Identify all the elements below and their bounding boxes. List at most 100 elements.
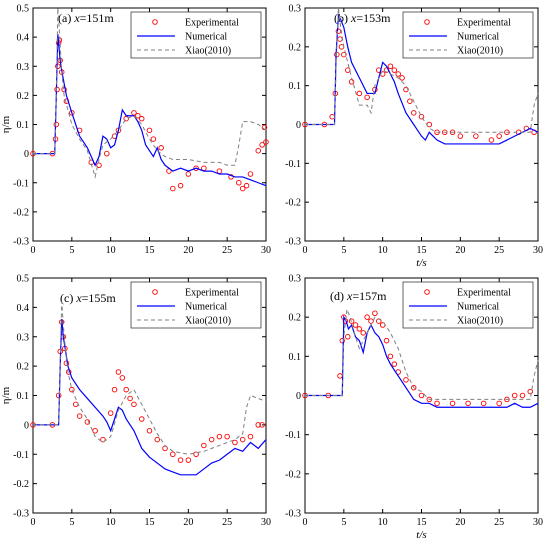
experimental-point — [344, 334, 351, 340]
y-tick-label: 0 — [24, 149, 29, 160]
xiao-line — [305, 309, 539, 400]
experimental-point — [337, 36, 343, 42]
experimental-point — [356, 326, 363, 332]
experimental-point — [216, 168, 223, 174]
legend-label: Xiao(2010) — [457, 46, 503, 57]
experimental-point — [339, 337, 346, 344]
x-tick-label: 0 — [303, 517, 308, 528]
experimental-point — [247, 433, 254, 440]
x-tick-label: 10 — [106, 517, 116, 528]
y-tick-label: 0.2 — [17, 362, 30, 373]
experimental-point — [239, 436, 246, 443]
experimental-point — [239, 185, 246, 192]
experimental-series — [30, 37, 269, 192]
experimental-point — [255, 422, 261, 428]
y-tick-label: -0.1 — [285, 159, 301, 170]
y-tick-label: 0.4 — [17, 33, 30, 44]
experimental-point — [119, 375, 126, 381]
experimental-point — [84, 419, 91, 425]
experimental-point — [115, 369, 122, 375]
y-tick-label: -0.3 — [285, 237, 301, 248]
experimental-point — [449, 129, 456, 136]
experimental-point — [232, 439, 238, 446]
experimental-point — [216, 433, 223, 440]
experimental-point — [61, 86, 67, 93]
legend-label: Numerical — [185, 32, 227, 43]
experimental-point — [360, 330, 367, 336]
legend-label: Experimental — [185, 288, 239, 299]
y-tick-label: 0 — [296, 120, 301, 131]
chart-panel-0: 0 5 10 15 20 25 30 -0.3 -0.2 -0.1 0 0.1 0.2 0.3 0.4 0.5… — [0, 4, 271, 257]
x-tick-label: 15 — [145, 517, 155, 528]
y-tick-label: 0 — [24, 420, 29, 431]
experimental-point — [391, 361, 398, 367]
y-tick-label: 0.2 — [289, 42, 302, 53]
experimental-point — [107, 410, 114, 416]
y-tick-label: 0.4 — [17, 303, 30, 314]
x-axis-label: t/s — [416, 257, 426, 269]
experimental-point — [511, 392, 518, 399]
experimental-point — [201, 442, 207, 449]
experimental-point — [391, 67, 398, 73]
x-tick-label: 15 — [145, 245, 155, 256]
experimental-point — [170, 451, 176, 458]
experimental-point — [364, 314, 370, 320]
experimental-point — [344, 67, 351, 73]
xiao-line — [305, 7, 539, 133]
experimental-point — [146, 428, 153, 434]
y-tick-label: 0.1 — [289, 81, 302, 92]
experimental-point — [372, 310, 378, 317]
x-tick-label: 5 — [69, 517, 74, 528]
experimental-point — [395, 71, 401, 77]
x-tick-label: 25 — [494, 517, 504, 528]
experimental-point — [55, 392, 62, 399]
experimental-point — [263, 139, 269, 145]
y-tick-label: -0.1 — [13, 450, 29, 461]
legend-label: Experimental — [185, 18, 239, 29]
experimental-point — [193, 451, 199, 458]
legend: Experimental Numerical Xiao(2010) — [402, 11, 534, 59]
xiao-line — [33, 301, 267, 455]
experimental-point — [465, 400, 471, 407]
experimental-point — [76, 413, 83, 419]
experimental-point — [335, 28, 342, 35]
y-tick-label: 0.1 — [17, 391, 30, 402]
experimental-point — [63, 360, 70, 366]
legend: Experimental Numerical Xiao(2010) — [402, 281, 534, 329]
experimental-point — [111, 386, 118, 393]
experimental-point — [356, 90, 363, 97]
experimental-point — [387, 353, 394, 360]
x-tick-label: 30 — [533, 517, 543, 528]
y-tick-label: -0.2 — [13, 207, 29, 218]
legend-label: Xiao(2010) — [185, 316, 231, 327]
experimental-point — [407, 98, 413, 104]
experimental-point — [329, 113, 335, 120]
experimental-point — [496, 400, 502, 407]
experimental-point — [185, 457, 192, 463]
experimental-point — [170, 185, 176, 192]
experimental-point — [138, 416, 145, 422]
y-tick-label: -0.2 — [13, 479, 29, 490]
y-tick-label: -0.3 — [285, 509, 301, 520]
experimental-point — [341, 51, 347, 58]
experimental-point — [449, 400, 456, 407]
experimental-point — [55, 63, 61, 70]
experimental-point — [519, 392, 526, 399]
x-tick-label: 20 — [183, 245, 193, 256]
experimental-point — [131, 110, 137, 116]
y-tick-label: -0.2 — [285, 198, 301, 209]
experimental-point — [243, 182, 250, 189]
experimental-point — [480, 400, 487, 407]
experimental-point — [131, 401, 137, 408]
experimental-point — [208, 436, 215, 443]
experimental-point — [418, 392, 425, 399]
experimental-point — [457, 133, 464, 139]
experimental-point — [69, 386, 75, 393]
y-tick-label: 0.3 — [289, 274, 302, 285]
experimental-point — [399, 75, 405, 81]
experimental-point — [224, 433, 230, 440]
experimental-point — [96, 162, 102, 169]
x-tick-label: 0 — [31, 245, 36, 256]
legend-marker — [424, 289, 430, 295]
panel-title: (c) x=155m — [60, 291, 116, 305]
